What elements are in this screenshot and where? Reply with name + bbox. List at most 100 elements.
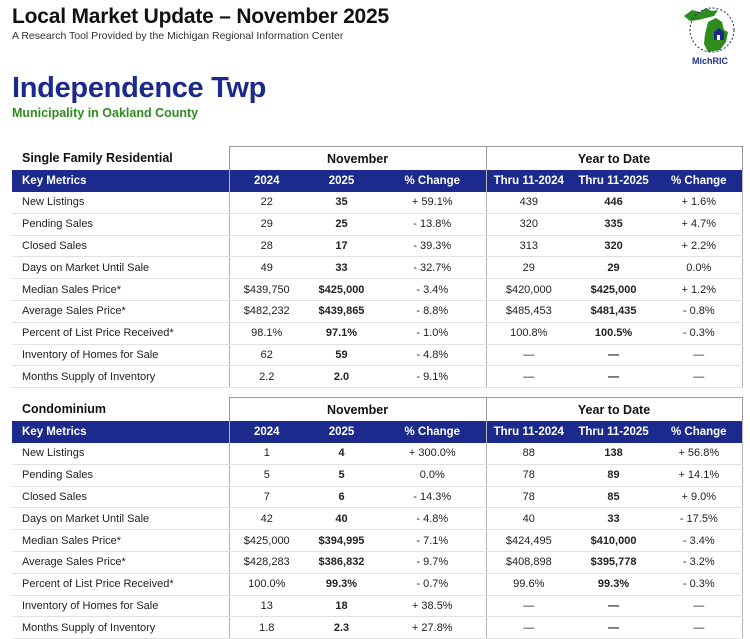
month-change-value: - 4.8%	[379, 507, 487, 531]
ytd-change-value: —	[656, 365, 743, 389]
ytd-curr-value: 85	[571, 486, 657, 509]
month-prev-value: 1.8	[228, 616, 304, 639]
column-header-row: Key Metrics 2024 2025 % Change Thru 11-2…	[12, 421, 743, 443]
report-header: Local Market Update – November 2025 A Re…	[12, 4, 389, 42]
month-change-value: - 14.3%	[379, 486, 487, 509]
metric-label: Median Sales Price*	[12, 278, 229, 301]
ytd-curr-value: —	[571, 595, 657, 618]
ytd-curr-value: 446	[571, 192, 657, 214]
ytd-prev-header: Thru 11-2024	[485, 421, 572, 443]
metric-label: Days on Market Until Sale	[12, 256, 229, 280]
table-row: Days on Market Until Sale 49 33- 32.7% 29 29…	[12, 256, 743, 280]
month-prev-value: 13	[228, 595, 304, 618]
ytd-prev-value: $408,898	[485, 551, 572, 574]
table-row: Average Sales Price* $482,232 $439,865- 8.…	[12, 300, 743, 323]
ytd-curr-value: $410,000	[571, 529, 657, 552]
month-prev-value: $428,283	[228, 551, 304, 574]
ytd-change-value: 0.0%	[656, 256, 743, 280]
section-header-row: Single Family Residential November Year …	[12, 146, 743, 170]
table-row: Closed Sales 28 17- 39.3% 313 320 + 2.2%	[12, 235, 743, 258]
table-row: Inventory of Homes for Sale 13 18 + 38.5% — —…	[12, 595, 743, 618]
ytd-prev-value: —	[485, 616, 572, 639]
municipality-block: Independence Twp Municipality in Oakland…	[12, 70, 266, 121]
month-curr-value: $425,000	[304, 278, 379, 301]
month-curr-value: 99.3%	[304, 573, 379, 596]
ytd-prev-value: 78	[485, 464, 572, 487]
metric-label: Months Supply of Inventory	[12, 616, 229, 639]
month-curr-value: 5	[304, 464, 379, 487]
table-row: Pending Sales 5 5 0.0% 78 89 + 14.1%	[12, 464, 743, 487]
municipality-name: Independence Twp	[12, 72, 267, 104]
metric-label: Percent of List Price Received*	[12, 322, 229, 345]
ytd-change-value: - 0.8%	[656, 300, 743, 323]
month-curr-value: 35	[304, 192, 379, 214]
month-change-value: + 27.8%	[379, 616, 487, 639]
month-curr-value: 33	[304, 256, 379, 280]
ytd-curr-header: Thru 11-2025	[571, 421, 657, 443]
ytd-change-value: - 3.2%	[656, 551, 743, 574]
month-change-value: - 13.8%	[379, 213, 487, 236]
metric-label: Days on Market Until Sale	[12, 507, 229, 531]
month-curr-value: 17	[304, 235, 379, 258]
ytd-prev-value: 313	[485, 235, 572, 258]
table-row: Average Sales Price* $428,283 $386,832- 9.…	[12, 551, 743, 574]
ytd-change-value: - 3.4%	[656, 529, 743, 552]
ytd-curr-value: 29	[571, 256, 657, 280]
month-prev-header: 2024	[228, 170, 304, 192]
month-prev-value: 42	[228, 507, 304, 531]
table-row: Months Supply of Inventory 1.8 2.3 + 27.8% —…	[12, 616, 743, 639]
condominium-table: Condominium November Year to Date Key Me…	[12, 397, 743, 639]
month-prev-value: 2.2	[228, 365, 304, 389]
ytd-change-value: - 0.3%	[656, 573, 743, 596]
table-row: Days on Market Until Sale 42 40- 4.8% 40 33-…	[12, 507, 743, 531]
table-row: New Listings 1 4 + 300.0% 88 138 + 56.8%	[12, 443, 743, 465]
month-curr-value: $386,832	[304, 551, 379, 574]
ytd-curr-value: 335	[571, 213, 657, 236]
section-title: Single Family Residential	[22, 151, 173, 166]
month-prev-value: 5	[228, 464, 304, 487]
metric-label: Percent of List Price Received*	[12, 573, 229, 596]
table-row: Percent of List Price Received* 98.1% 97.1…	[12, 322, 743, 345]
ytd-prev-value: 439	[485, 192, 572, 214]
month-prev-value: 28	[228, 235, 304, 258]
month-change-value: - 0.7%	[379, 573, 487, 596]
month-prev-value: $425,000	[228, 529, 304, 552]
month-prev-value: 100.0%	[228, 573, 304, 596]
month-curr-value: 18	[304, 595, 379, 618]
month-change-value: + 300.0%	[379, 443, 487, 465]
metric-label: Closed Sales	[12, 486, 229, 509]
michric-logo: MichRIC	[678, 2, 742, 66]
metric-label: Average Sales Price*	[12, 551, 229, 574]
ytd-prev-value: 100.8%	[485, 322, 572, 345]
month-change-value: - 9.7%	[379, 551, 487, 574]
table-row: New Listings 22 35 + 59.1% 439 446 + 1.6%	[12, 192, 743, 214]
month-change-header: % Change	[379, 421, 487, 443]
month-change-value: - 7.1%	[379, 529, 487, 552]
month-change-value: - 32.7%	[379, 256, 487, 280]
month-change-value: - 4.8%	[379, 344, 487, 367]
month-group-header: November	[228, 146, 487, 170]
month-curr-value: 40	[304, 507, 379, 531]
table-row: Percent of List Price Received* 100.0% 99.…	[12, 573, 743, 596]
ytd-curr-value: 320	[571, 235, 657, 258]
key-metrics-header: Key Metrics	[12, 421, 229, 443]
section-title: Condominium	[22, 402, 107, 417]
table-row: Median Sales Price* $439,750 $425,000- 3.4…	[12, 278, 743, 301]
metric-label: New Listings	[12, 443, 229, 465]
month-curr-value: 97.1%	[304, 322, 379, 345]
ytd-curr-value: $395,778	[571, 551, 657, 574]
ytd-group-header: Year to Date	[485, 146, 743, 170]
month-curr-value: 2.3	[304, 616, 379, 639]
ytd-prev-value: 320	[485, 213, 572, 236]
month-change-value: - 9.1%	[379, 365, 487, 389]
single-family-table: Single Family Residential November Year …	[12, 146, 743, 389]
month-prev-value: 49	[228, 256, 304, 280]
month-group-header: November	[228, 397, 487, 421]
month-change-header: % Change	[379, 170, 487, 192]
table-row: Closed Sales 7 6- 14.3% 78 85 + 9.0%	[12, 486, 743, 509]
metric-label: Months Supply of Inventory	[12, 365, 229, 389]
ytd-prev-value: —	[485, 365, 572, 389]
month-change-value: - 1.0%	[379, 322, 487, 345]
month-prev-value: 62	[228, 344, 304, 367]
table-row: Inventory of Homes for Sale 62 59- 4.8% — — —	[12, 344, 743, 367]
